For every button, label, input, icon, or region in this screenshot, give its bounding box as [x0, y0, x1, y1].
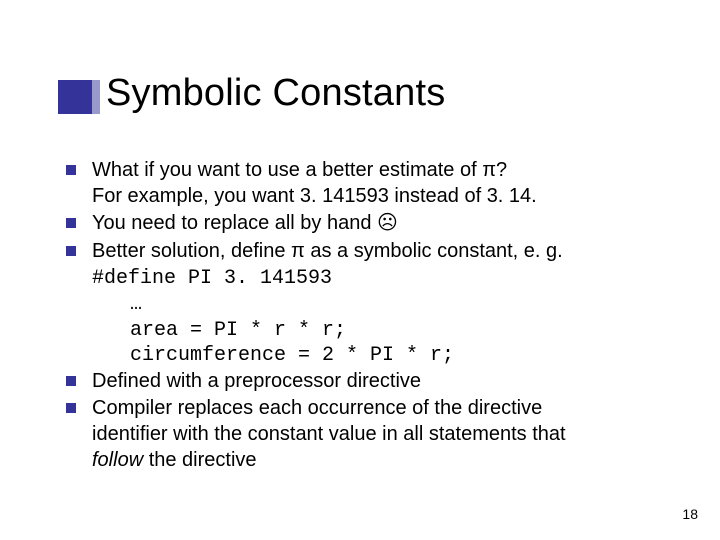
- bullet-text: Better solution, define π as a symbolic …: [92, 239, 563, 265]
- bullet-text: Defined with a preprocessor directive: [92, 369, 421, 395]
- square-bullet-icon: [66, 218, 76, 228]
- text-line: For example, you want 3. 141593 instead …: [92, 185, 537, 207]
- list-item: Defined with a preprocessor directive: [66, 369, 666, 395]
- code-line: #define PI 3. 141593: [92, 266, 666, 292]
- text-line: the directive: [143, 449, 256, 471]
- page-number: 18: [682, 506, 698, 522]
- slide-title: Symbolic Constants: [106, 72, 445, 115]
- code-line: area = PI * r * r;: [118, 318, 666, 344]
- square-bullet-icon: [66, 246, 76, 256]
- square-bullet-icon: [66, 403, 76, 413]
- square-bullet-icon: [66, 376, 76, 386]
- code-line: circumference = 2 * PI * r;: [118, 343, 666, 369]
- title-accent-icon: [58, 80, 92, 114]
- code-line: …: [118, 292, 666, 318]
- bullet-text: Compiler replaces each occurrence of the…: [92, 396, 566, 473]
- slide: Symbolic Constants What if you want to u…: [0, 0, 720, 540]
- bullet-text: What if you want to use a better estimat…: [92, 158, 537, 209]
- text-line: Compiler replaces each occurrence of the…: [92, 397, 542, 419]
- list-item: Better solution, define π as a symbolic …: [66, 239, 666, 265]
- text-italic: follow: [92, 449, 143, 471]
- text-line: What if you want to use a better estimat…: [92, 159, 507, 181]
- body-content: What if you want to use a better estimat…: [66, 158, 666, 475]
- square-bullet-icon: [66, 165, 76, 175]
- text-line: identifier with the constant value in al…: [92, 423, 566, 445]
- list-item: What if you want to use a better estimat…: [66, 158, 666, 209]
- list-item: You need to replace all by hand ☹: [66, 211, 666, 237]
- list-item: Compiler replaces each occurrence of the…: [66, 396, 666, 473]
- bullet-text: You need to replace all by hand ☹: [92, 211, 398, 237]
